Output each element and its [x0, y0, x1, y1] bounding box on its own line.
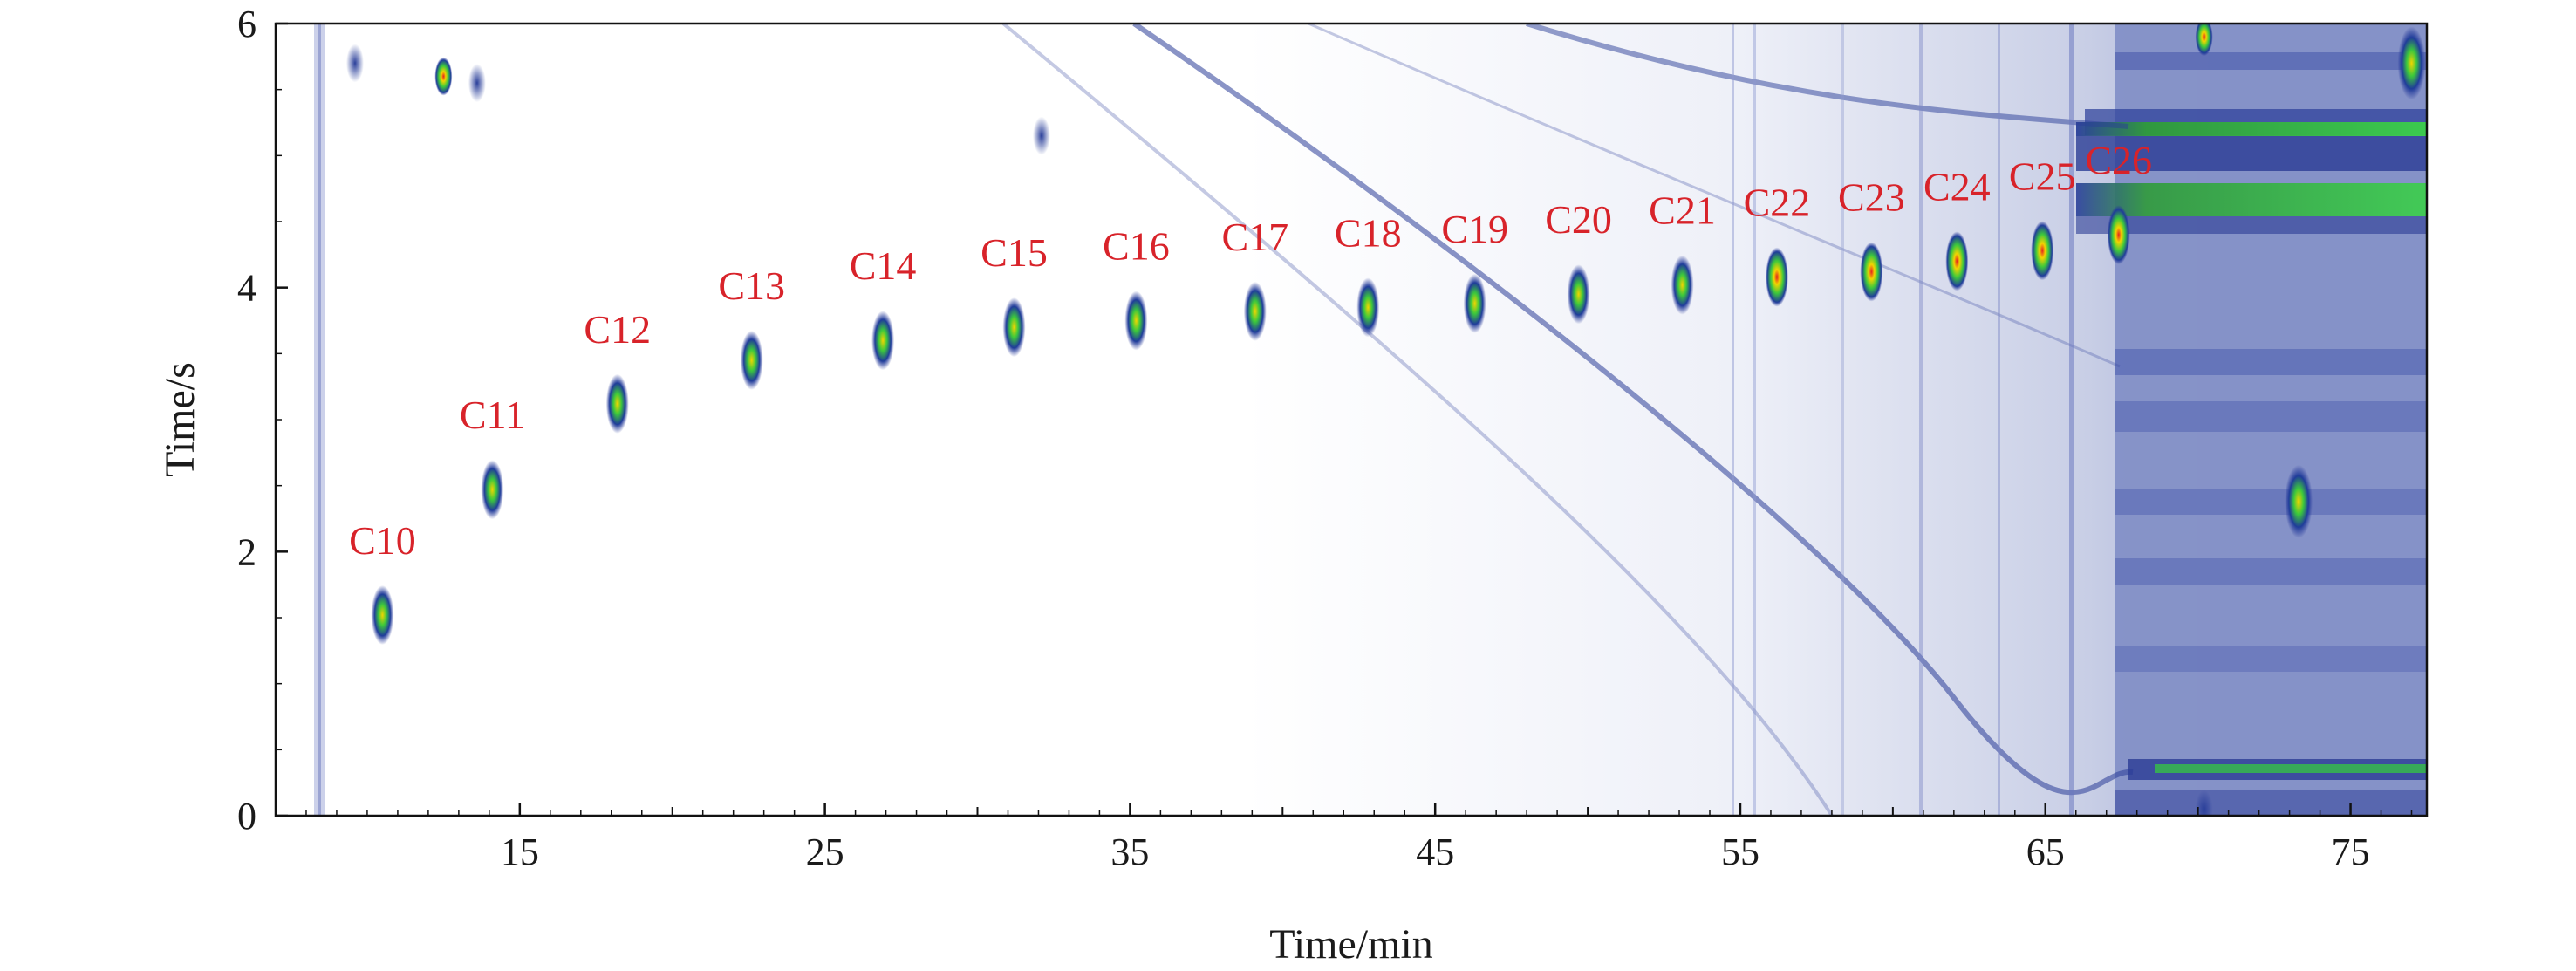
spot	[2195, 790, 2213, 816]
peak-label-c18: C18	[1335, 210, 1402, 255]
peak-label-c25: C25	[2009, 154, 2076, 198]
peak-c20	[1567, 264, 1590, 325]
y-tick-label: 0	[237, 795, 256, 838]
spot	[2285, 464, 2313, 538]
peak-label-c24: C24	[1923, 164, 1991, 209]
x-tick-label: 45	[1416, 831, 1454, 873]
peak-label-c26: C26	[2085, 138, 2152, 182]
peak-labels: C10 C11 C12 C13 C14 C15 C16 C17 C18 C19 C20 C21 C22 C…	[349, 138, 2152, 563]
y-axis-title: Time/s	[157, 362, 203, 477]
peak-c10	[371, 585, 394, 645]
peak-c17	[1243, 281, 1267, 341]
x-tick-label: 75	[2332, 831, 2370, 873]
spot	[345, 44, 364, 83]
unlabeled-spots	[345, 24, 2426, 816]
peak-c14	[871, 311, 895, 371]
peak-label-c20: C20	[1545, 197, 1612, 242]
peak-c22	[1765, 247, 1788, 307]
y-tick-label: 6	[237, 3, 256, 45]
x-tick-label: 25	[806, 831, 844, 873]
peak-c18	[1356, 277, 1380, 338]
x-axis-title: Time/min	[1269, 921, 1433, 968]
x-tick-label: 55	[1721, 831, 1759, 873]
peak-label-c12: C12	[584, 307, 651, 352]
heatmap-background	[276, 24, 2427, 816]
peak-c21	[1671, 255, 1694, 315]
x-tick-label: 35	[1110, 831, 1149, 873]
peak-label-c22: C22	[1744, 181, 1811, 225]
peak-c15	[1002, 297, 1026, 358]
spot	[1032, 116, 1050, 155]
spot	[434, 57, 453, 96]
y-tick-label: 2	[237, 530, 256, 573]
peak-label-c17: C17	[1221, 215, 1288, 259]
peak-label-c15: C15	[981, 230, 1048, 275]
peak-c11	[481, 460, 504, 520]
peak-label-c14: C14	[850, 243, 917, 288]
peak-c24	[1945, 231, 1969, 291]
peak-c13	[740, 330, 763, 390]
peak-c19	[1463, 273, 1486, 333]
x-tick-label: 65	[2026, 831, 2065, 873]
peak-c12	[605, 373, 629, 434]
y-axis: 0 2 4 6	[237, 3, 288, 838]
peak-label-c21: C21	[1649, 188, 1716, 233]
peak-label-c19: C19	[1441, 207, 1508, 251]
peak-label-c11: C11	[460, 393, 525, 437]
peak-c26	[2107, 205, 2130, 265]
y-tick-label: 4	[237, 267, 256, 310]
labeled-peaks	[371, 205, 2130, 645]
peak-label-c23: C23	[1838, 175, 1905, 220]
spot	[2195, 24, 2213, 57]
peak-label-c16: C16	[1103, 224, 1170, 269]
peak-c23	[1860, 242, 1883, 302]
peak-label-c13: C13	[718, 263, 785, 308]
peak-c16	[1124, 291, 1148, 351]
peak-label-c10: C10	[349, 518, 416, 563]
x-tick-label: 15	[501, 831, 539, 873]
peak-c25	[2031, 221, 2054, 281]
x-axis: 15 25 35 45 55 65 75	[305, 803, 2413, 873]
spot	[468, 64, 486, 103]
spot	[2397, 26, 2426, 100]
